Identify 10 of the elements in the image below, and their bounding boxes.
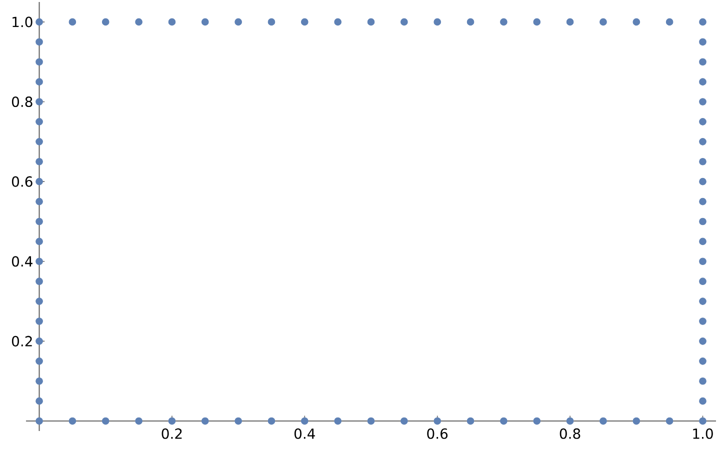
x-tick-label: 0.2	[162, 428, 182, 439]
y-tick-label: 0.6	[12, 176, 32, 187]
x-tick-label: 1.0	[693, 428, 713, 439]
y-tick-label: 0.8	[12, 96, 32, 108]
y-tick-label: 0.4	[12, 256, 32, 267]
y-tick-label: 1.0	[12, 16, 32, 28]
x-tick-label: 0.6	[427, 428, 448, 439]
x-tick-label: 0.8	[560, 428, 580, 439]
x-tick-label: 0.4	[294, 428, 315, 439]
y-tick-label: 0.2	[12, 336, 32, 346]
